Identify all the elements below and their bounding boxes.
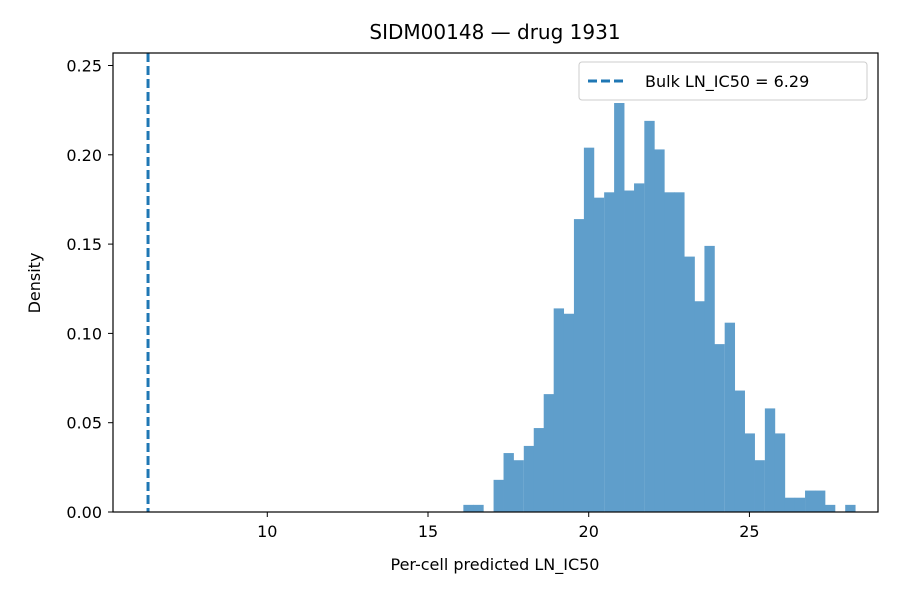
chart-title: SIDM00148 — drug 1931 [369,20,620,44]
histogram-bar [644,120,655,513]
histogram-bar [634,183,645,512]
histogram-bar [674,192,685,512]
histogram-bar [533,428,545,512]
y-tick-label: 0.00 [66,503,102,522]
x-axis-ticks: 10 15 20 25 [257,512,760,541]
histogram-bar [764,408,776,512]
histogram-bar [513,460,524,512]
histogram-bar [734,390,745,512]
histogram-bar [503,453,514,512]
histogram-bar [473,504,484,512]
histogram-bar [463,504,474,512]
histogram-bar [604,192,615,512]
x-tick-label: 25 [739,522,759,541]
histogram-bar [805,490,816,512]
histogram-bar [624,190,635,512]
x-tick-label: 20 [579,522,599,541]
legend: Bulk LN_IC50 = 6.29 [578,61,868,101]
histogram-bar [553,308,565,512]
histogram-bar [583,147,595,512]
x-axis-label: Per-cell predicted LN_IC50 [391,555,600,575]
histogram-bar [714,344,725,512]
plot-frame [112,52,879,513]
legend-box [578,61,868,101]
y-axis-label: Density [25,253,44,314]
y-tick-label: 0.25 [66,57,102,76]
histogram-bar [784,497,796,512]
histogram-bar [573,219,585,512]
histogram-bar [754,460,765,512]
histogram-bar [654,149,665,512]
x-tick-label: 15 [418,522,438,541]
histogram-bars [463,103,856,513]
histogram-bar [744,433,755,512]
histogram-bar [815,490,826,512]
histogram-bar [704,245,715,512]
x-tick-label: 10 [257,522,277,541]
y-axis-ticks: 0.00 0.05 0.10 0.15 0.20 0.25 [66,57,113,522]
y-tick-label: 0.05 [66,414,102,433]
histogram-bar [493,479,504,512]
y-tick-label: 0.20 [66,146,102,165]
histogram-bar [684,256,695,512]
histogram-bar [614,103,625,512]
histogram-bar [824,504,836,512]
histogram-bar [593,197,605,513]
histogram-bar [563,313,575,512]
histogram-bar [845,504,856,512]
histogram-bar [774,433,786,512]
y-tick-label: 0.10 [66,324,102,343]
histogram-bar [724,322,736,512]
histogram-bar [794,497,806,512]
histogram-bar [664,192,675,512]
y-tick-label: 0.15 [66,235,102,254]
histogram-bar [694,301,705,512]
histogram-bar [523,445,535,512]
legend-label: Bulk LN_IC50 = 6.29 [645,72,809,92]
histogram-bar [543,394,555,512]
